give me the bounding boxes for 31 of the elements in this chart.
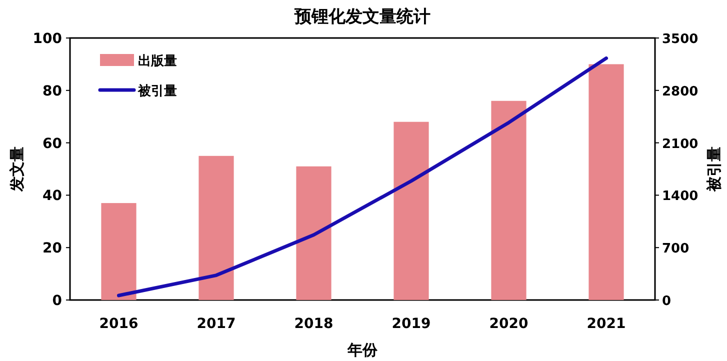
bar (588, 64, 624, 300)
y2-tick-label: 0 (662, 294, 672, 309)
y2-tick-label: 700 (662, 242, 690, 257)
y2-tick-label: 2800 (662, 84, 698, 100)
legend-label: 被引量 (137, 83, 177, 99)
x-tick-label: 2019 (392, 316, 431, 332)
x-axis-title: 年份 (346, 341, 378, 359)
bar (198, 156, 234, 300)
y2-tick-label: 1400 (662, 189, 698, 204)
legend-label: 出版量 (138, 54, 177, 69)
bar (491, 100, 526, 300)
y2-tick-label: 2100 (662, 136, 698, 152)
y-tick-label: 0 (52, 293, 62, 309)
y-tick-label: 40 (42, 188, 62, 204)
y2-tick-label: 3500 (662, 32, 698, 47)
y-tick-label: 60 (42, 136, 62, 152)
bar (296, 166, 332, 300)
y-tick-label: 100 (32, 31, 62, 47)
x-tick-label: 2020 (489, 316, 528, 332)
line-series (117, 56, 608, 298)
x-tick-label: 2021 (586, 316, 626, 332)
y-axis-title: 发文量 (8, 146, 26, 192)
x-tick-label: 2017 (196, 316, 236, 332)
y-tick-label: 80 (42, 83, 62, 100)
y2-axis-title: 被引量 (705, 146, 723, 192)
bar (101, 203, 136, 300)
x-tick-label: 2016 (99, 316, 138, 332)
y-tick-label: 20 (42, 240, 62, 257)
bar (394, 122, 429, 300)
chart-title: 预锂化发文量统计 (294, 7, 430, 27)
x-tick-label: 2018 (294, 316, 334, 332)
